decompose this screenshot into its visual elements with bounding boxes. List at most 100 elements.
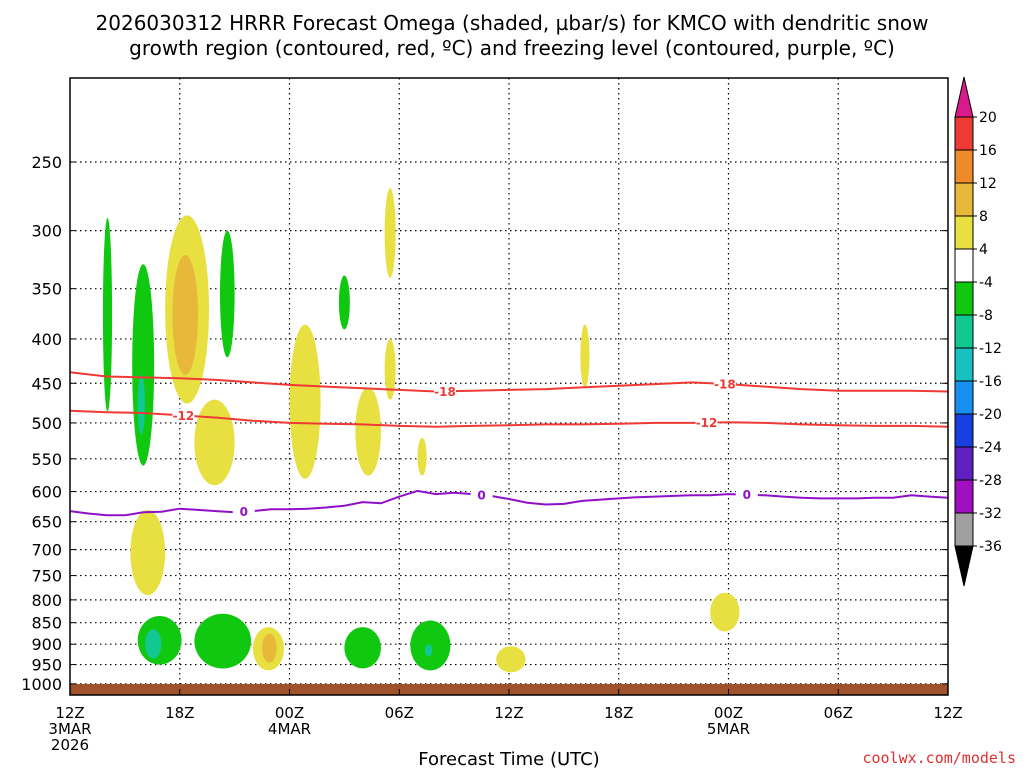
contour-dgz-12 (69, 409, 949, 428)
colorbar-label: 4 (979, 242, 988, 258)
omega-region--4 (194, 613, 252, 669)
y-tick-label: 600 (31, 483, 62, 502)
omega-region-4 (417, 437, 427, 476)
x-tick-label: 06Z (824, 704, 853, 722)
temperature-contours: -18 -18 -12 -12 0 0 0 (69, 371, 949, 519)
y-tick-label: 700 (31, 541, 62, 560)
omega-region--8 (144, 629, 162, 659)
contour-label-bg (695, 415, 718, 430)
x-tick-label: 12Z (933, 704, 962, 722)
omega-region-4 (496, 646, 526, 673)
omega-region--8 (137, 374, 145, 435)
colorbar-label: -16 (979, 374, 1002, 390)
y-tick-label: 250 (31, 153, 62, 172)
contour-label-freezing-0: 0 (743, 488, 751, 502)
omega-region-8 (262, 633, 277, 663)
omega-region--4 (219, 230, 235, 358)
x-tick-label: 12Z (494, 704, 523, 722)
colorbar-label: -12 (979, 341, 1002, 357)
omega-region-4 (289, 324, 321, 479)
colorbar-label: -32 (979, 506, 1002, 522)
y-tick-label: 300 (31, 222, 62, 241)
omega-region-4 (355, 387, 381, 476)
contour-label-bg (735, 487, 758, 502)
y-tick-label: 350 (31, 280, 62, 299)
y-tick-label: 500 (31, 414, 62, 433)
colorbar-swatch (954, 215, 974, 250)
contour-label-dgz-12: -12 (173, 409, 195, 423)
omega-region--4 (338, 275, 350, 330)
y-tick-label: 950 (31, 656, 62, 675)
y-tick-label: 1000 (21, 675, 62, 694)
omega-region--4 (344, 627, 381, 669)
colorbar-swatch (954, 479, 974, 514)
plot-background (70, 78, 948, 695)
y-tick-label: 550 (31, 450, 62, 469)
colorbar-bottom-arrow (954, 545, 974, 587)
colorbar-label: -20 (979, 407, 1002, 423)
contour-label-dgz-18: -18 (434, 385, 456, 399)
contour-freezing-0 (69, 489, 949, 517)
x-axis-label: Forecast Time (UTC) (418, 749, 599, 768)
colorbar-swatch (954, 116, 974, 151)
omega-region-4 (384, 188, 396, 278)
contour-label-bg (232, 504, 255, 519)
omega-region-4 (130, 509, 166, 596)
x-tick-label: 00Z (714, 704, 743, 722)
colorbar-swatch (954, 149, 974, 184)
omega-colorbar: 20 16 12 8 4 -4 -8 -12 -16 -20 -24 -28 -32 -36 (954, 76, 1002, 587)
omega-region-4 (580, 324, 590, 388)
contour-label-freezing-0: 0 (240, 505, 248, 519)
chart-title-line-2: growth region (contoured, red, ºC) and f… (129, 36, 895, 60)
y-tick-label: 450 (31, 374, 62, 393)
contour-label-bg (433, 384, 456, 399)
x-tick-label: 12Z (55, 704, 84, 722)
colorbar-swatch (954, 281, 974, 316)
y-tick-label: 750 (31, 567, 62, 586)
colorbar-label: 20 (979, 110, 997, 126)
colorbar-label: -8 (979, 308, 993, 324)
y-tick-label: 650 (31, 513, 62, 532)
chart-title-line-1: 2026030312 HRRR Forecast Omega (shaded, … (96, 11, 929, 35)
colorbar-swatch (954, 182, 974, 217)
contour-label-bg (172, 408, 195, 423)
colorbar-label: -28 (979, 473, 1002, 489)
omega-region-4 (384, 338, 396, 400)
omega-region--4 (132, 264, 155, 466)
contour-label-bg (713, 376, 736, 391)
y-tick-label: 900 (31, 635, 62, 654)
contour-label-dgz-12: -12 (696, 416, 718, 430)
colorbar-top-arrow (954, 76, 974, 118)
omega-region-4 (194, 399, 235, 486)
colorbar-swatch (954, 413, 974, 448)
x-tick-label: 18Z (165, 704, 194, 722)
omega-region--8 (424, 644, 433, 657)
colorbar-label: -36 (979, 539, 1002, 555)
x-tick-label: 00Z (275, 704, 304, 722)
colorbar-swatch (954, 347, 974, 382)
omega-region--4 (102, 217, 113, 412)
colorbar-label: 12 (979, 176, 997, 192)
y-tick-label: 850 (31, 614, 62, 633)
colorbar-label: 16 (979, 143, 997, 159)
x-tick-label: 18Z (604, 704, 633, 722)
omega-shading (102, 188, 740, 673)
colorbar-label: -4 (979, 275, 993, 291)
x-tick-label: 3MAR (48, 720, 91, 738)
x-tick-label: 2026 (51, 736, 89, 754)
contour-dgz-18 (69, 371, 949, 393)
colorbar-swatch (954, 380, 974, 415)
contour-label-freezing-0: 0 (477, 489, 485, 503)
omega-region-8 (172, 254, 199, 375)
y-tick-label: 800 (31, 591, 62, 610)
colorbar-label: -24 (979, 440, 1002, 456)
colorbar-swatch (954, 446, 974, 481)
colorbar-swatch (954, 314, 974, 349)
colorbar-swatch (954, 512, 974, 547)
colorbar-label: 8 (979, 209, 988, 225)
pressure-axis: 250 300 350 400 450 500 550 600 650 700 750 800 850 9… (21, 153, 948, 694)
contour-label-bg (470, 488, 493, 503)
x-tick-label: 06Z (385, 704, 414, 722)
